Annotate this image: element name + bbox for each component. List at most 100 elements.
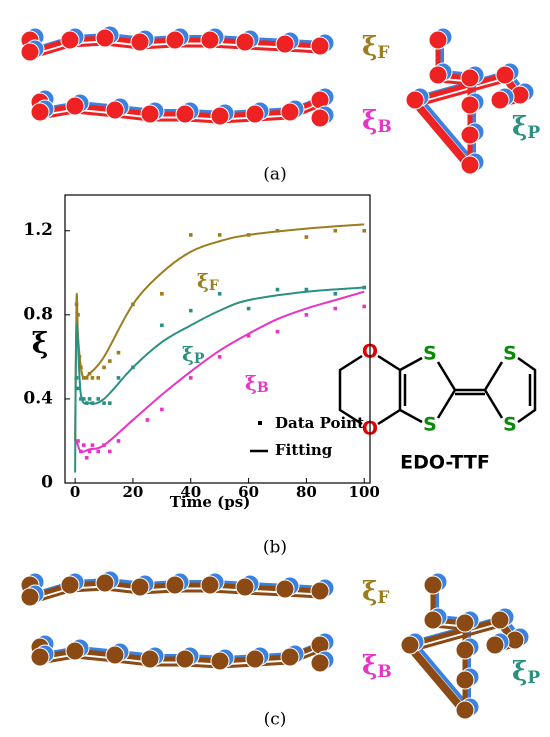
atom	[491, 91, 509, 109]
data-point	[146, 418, 150, 422]
atom: S	[503, 414, 517, 436]
x-tick-label: 80	[296, 483, 317, 501]
data-point	[75, 376, 79, 380]
atom	[236, 578, 254, 596]
data-point	[102, 401, 106, 405]
data-point	[117, 351, 121, 355]
label-subscript: F	[209, 278, 219, 294]
atom	[211, 652, 229, 670]
data-point	[82, 397, 86, 401]
atom	[311, 582, 329, 600]
data-point	[76, 387, 80, 391]
data-point	[334, 229, 338, 233]
atom	[131, 578, 149, 596]
atom	[461, 126, 479, 144]
data-point	[218, 233, 222, 237]
data-point	[117, 439, 121, 443]
label-symbol: ξ	[197, 269, 209, 293]
data-point	[362, 305, 366, 309]
data-point	[75, 303, 79, 307]
series-label: ξP	[512, 112, 540, 143]
data-point	[88, 397, 92, 401]
data-point	[305, 288, 309, 292]
atom	[176, 105, 194, 123]
atom	[429, 66, 447, 84]
x-tick-label: 20	[123, 483, 144, 501]
data-point	[276, 229, 280, 233]
atom	[166, 31, 184, 49]
data-point	[108, 359, 112, 363]
label-symbol: ξ	[182, 342, 194, 366]
data-point	[218, 292, 222, 296]
atom	[166, 576, 184, 594]
data-point	[102, 443, 106, 447]
data-point	[160, 292, 164, 296]
atom	[31, 648, 49, 666]
legend-label: Fitting	[275, 441, 333, 459]
structure	[21, 26, 334, 61]
legend-label: Data Point	[275, 414, 364, 432]
data-point	[276, 288, 280, 292]
atom	[106, 101, 124, 119]
series-label: ξF	[197, 269, 219, 295]
y-tick-label: 1.2	[23, 220, 53, 240]
series-label: ξB	[362, 651, 392, 682]
data-point	[88, 372, 92, 376]
data-point	[362, 286, 366, 290]
atom	[311, 109, 329, 127]
y-tick-label: 0.4	[23, 388, 53, 408]
label-subscript: P	[527, 668, 540, 688]
atom	[424, 611, 442, 629]
atom	[456, 701, 474, 719]
series-label: ξB	[362, 106, 392, 137]
atom	[424, 576, 442, 594]
series-label: ξF	[362, 577, 389, 608]
y-tick-label: 0	[41, 473, 53, 493]
atom	[141, 650, 159, 668]
atom	[131, 33, 149, 51]
data-point	[117, 376, 121, 380]
data-point	[189, 309, 193, 313]
atom	[176, 650, 194, 668]
structure	[31, 88, 334, 127]
atom	[461, 69, 479, 87]
fit-line	[75, 224, 364, 441]
structure	[406, 28, 534, 174]
data-point	[108, 450, 112, 454]
x-tick-label: 60	[238, 483, 259, 501]
legend-marker	[258, 421, 262, 425]
label-symbol: ξ	[362, 106, 377, 136]
data-point	[362, 229, 366, 233]
data-point	[247, 233, 251, 237]
label-symbol: ξ	[362, 577, 377, 607]
molecule-name: EDO-TTF	[400, 452, 490, 474]
label-subscript: F	[377, 43, 389, 63]
data-point	[218, 355, 222, 359]
atom	[201, 31, 219, 49]
data-point	[160, 408, 164, 412]
data-point	[85, 376, 89, 380]
data-point	[131, 366, 135, 370]
label-subscript: B	[377, 117, 391, 137]
data-point	[91, 376, 95, 380]
atom	[246, 650, 264, 668]
label-subscript: F	[377, 588, 389, 608]
label-symbol: ξ	[245, 371, 257, 395]
data-point	[160, 324, 164, 328]
atom	[61, 31, 79, 49]
series-label: ξF	[362, 32, 389, 63]
x-tick-label: 40	[180, 483, 201, 501]
data-point	[276, 330, 280, 334]
atom	[461, 156, 479, 174]
atom	[461, 96, 479, 114]
data-point	[247, 334, 251, 338]
label-symbol: ξ	[362, 651, 377, 681]
data-point	[247, 307, 251, 311]
series-label: ξP	[512, 657, 540, 688]
caption: (c)	[264, 710, 287, 730]
data-point	[334, 292, 338, 296]
atom	[96, 574, 114, 592]
atom: S	[423, 343, 437, 365]
atom	[281, 103, 299, 121]
label-subscript: P	[527, 123, 540, 143]
